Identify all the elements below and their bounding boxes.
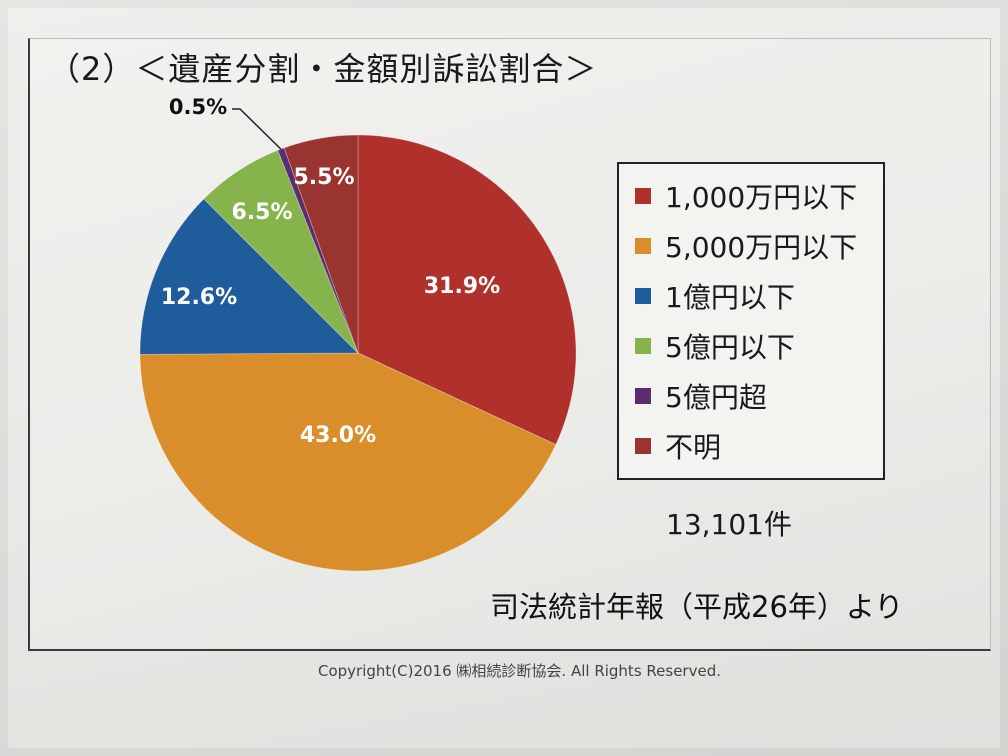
chart-legend: 1,000万円以下 5,000万円以下 1億円以下 5億円以下 5億円超 不明 <box>617 162 885 480</box>
slide-title: （2）＜遺産分割・金額別訴訟割合＞ <box>48 50 598 88</box>
legend-item-5oku-over: 5億円超 <box>635 376 767 416</box>
legend-swatch <box>635 388 651 404</box>
data-label: 6.5% <box>231 200 292 225</box>
legend-swatch <box>635 438 651 454</box>
leader-line <box>232 108 282 150</box>
legend-label: 1,000万円以下 <box>665 181 858 214</box>
legend-label: 5億円超 <box>665 381 767 414</box>
data-label: 12.6% <box>161 285 237 310</box>
slice-5000man <box>139 352 557 572</box>
legend-label: 1億円以下 <box>665 281 795 314</box>
legend-item-1000man: 1,000万円以下 <box>635 176 857 216</box>
data-label: 5.5% <box>293 165 354 190</box>
slice-1oku <box>139 198 359 355</box>
legend-label: 5億円以下 <box>665 331 795 364</box>
slice-5oku <box>203 149 359 354</box>
slice-5oku-over <box>277 147 359 354</box>
legend-swatch <box>635 288 651 304</box>
data-label: 0.5% <box>169 95 227 119</box>
copyright-notice: Copyright(C)2016 ㈱相続診断協会. All Rights Res… <box>318 662 721 680</box>
source-note: 司法統計年報（平成26年）より <box>490 590 904 624</box>
legend-item-5oku: 5億円以下 <box>635 326 795 366</box>
legend-label: 不明 <box>665 431 722 464</box>
data-label: 43.0% <box>300 423 376 448</box>
slice-unknown <box>283 134 359 354</box>
legend-swatch <box>635 238 651 254</box>
legend-item-5000man: 5,000万円以下 <box>635 226 857 266</box>
data-label: 31.9% <box>424 274 500 299</box>
legend-swatch <box>635 338 651 354</box>
slice-1000man <box>357 134 577 446</box>
legend-item-unknown: 不明 <box>635 426 721 466</box>
legend-label: 5,000万円以下 <box>665 231 858 264</box>
legend-swatch <box>635 188 651 204</box>
case-count: 13,101件 <box>666 508 792 541</box>
legend-item-1oku: 1億円以下 <box>635 276 795 316</box>
